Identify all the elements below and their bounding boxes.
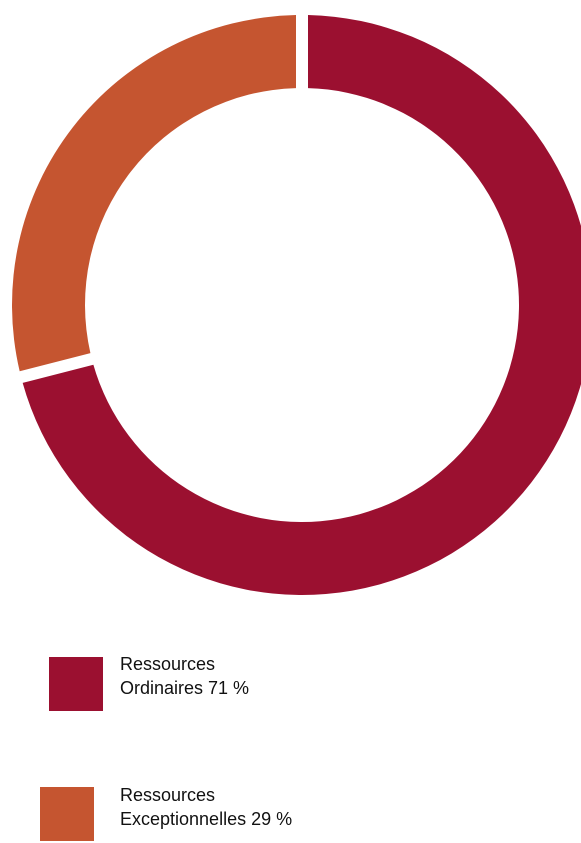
legend-swatch-exceptionnelles <box>40 787 94 841</box>
legend-label-line1: Ressources <box>120 654 216 674</box>
legend-label-line2: Exceptionnelles 29 % <box>120 809 293 829</box>
legend-label-ordinaires: Ressources Ordinaires 71 % <box>120 652 420 700</box>
legend-label-exceptionnelles: Ressources Exceptionnelles 29 % <box>120 783 420 831</box>
legend-item-exceptionnelles: Ressources Exceptionnelles 29 % <box>0 783 581 843</box>
legend-label-line2: Ordinaires 71 % <box>120 678 250 698</box>
legend-item-ordinaires: Ressources Ordinaires 71 % <box>0 652 581 712</box>
legend-swatch-ordinaires <box>49 657 103 711</box>
legend-label-line1: Ressources <box>120 785 216 805</box>
donut-chart <box>12 15 581 595</box>
slice-ressources-exceptionnelles <box>12 15 297 372</box>
